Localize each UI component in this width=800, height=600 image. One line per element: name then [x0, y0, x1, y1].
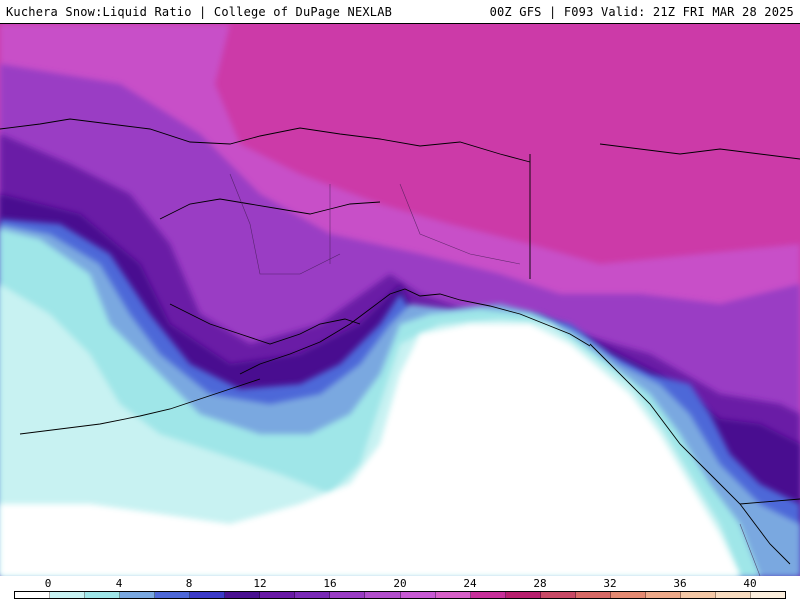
map-title: Kuchera Snow:Liquid Ratio | College of D…: [6, 5, 393, 19]
legend-swatch: [365, 592, 401, 598]
coastlines: [0, 118, 800, 565]
legend-swatch: [645, 592, 681, 598]
legend-swatch: [610, 592, 646, 598]
legend-swatch: [435, 592, 471, 598]
map-panel[interactable]: [0, 24, 800, 576]
legend-tick-label: 20: [393, 577, 407, 590]
legend-tick-label: 32: [603, 577, 617, 590]
legend-swatch: [715, 592, 751, 598]
legend-swatch: [260, 592, 296, 598]
legend-ticks: 0 4 8 12 16 20 24 28 32 36 40: [0, 576, 800, 590]
legend-swatch: [155, 592, 191, 598]
legend-swatch: [225, 592, 261, 598]
legend-colorbar: [14, 591, 786, 599]
legend-swatch: [400, 592, 436, 598]
legend-tick-label: 40: [743, 577, 757, 590]
legend-tick-label: 24: [463, 577, 477, 590]
legend-swatch: [470, 592, 506, 598]
legend-swatch: [190, 592, 226, 598]
legend-swatch: [330, 592, 366, 598]
legend-swatch: [540, 592, 576, 598]
legend-swatch: [50, 592, 86, 598]
model-run-info: 00Z GFS | F093 Valid: 21Z FRI MAR 28 202…: [489, 5, 794, 19]
legend-tick-label: 28: [533, 577, 547, 590]
legend-swatch: [680, 592, 716, 598]
legend-swatch: [15, 592, 51, 598]
legend-swatch: [120, 592, 156, 598]
legend-swatch: [295, 592, 331, 598]
legend-tick-label: 36: [673, 577, 687, 590]
legend-swatch: [505, 592, 541, 598]
header-bar: Kuchera Snow:Liquid Ratio | College of D…: [0, 0, 800, 24]
legend-tick-label: 16: [323, 577, 337, 590]
legend-swatch: [85, 592, 121, 598]
color-legend: 0 4 8 12 16 20 24 28 32 36 40: [0, 576, 800, 600]
legend-tick-label: 8: [185, 577, 193, 590]
legend-tick-label: 12: [253, 577, 267, 590]
boundaries: [229, 173, 761, 576]
legend-tick-label: 4: [115, 577, 123, 590]
field-white: [0, 324, 740, 576]
legend-swatch: [575, 592, 611, 598]
legend-tick-label: 0: [44, 577, 52, 590]
legend-swatch: [750, 592, 786, 598]
snow-ratio-map[interactable]: [0, 24, 800, 576]
